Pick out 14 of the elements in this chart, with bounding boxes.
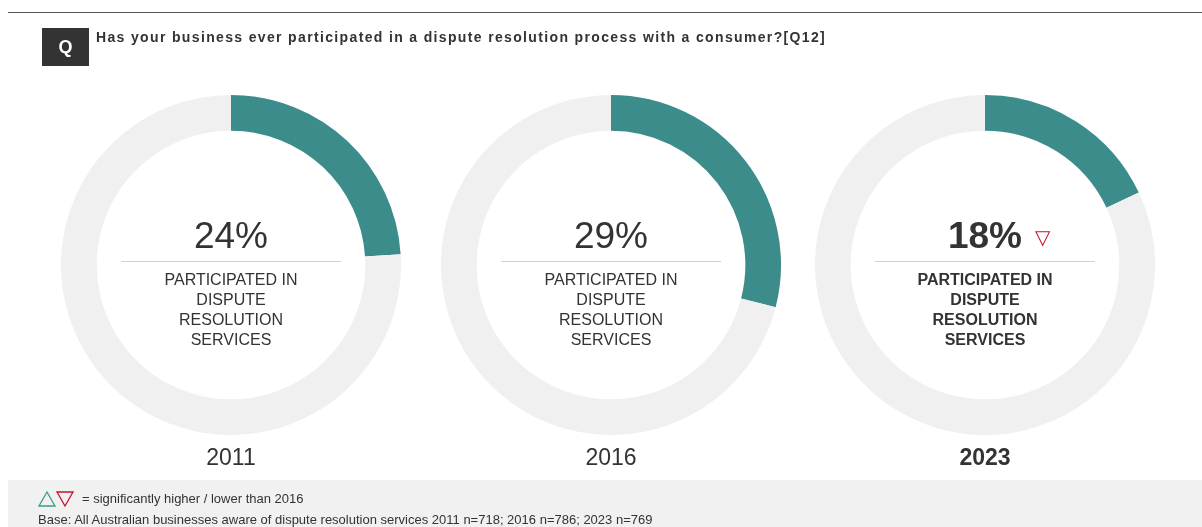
text: 2016 <box>584 444 638 471</box>
text: Base: All Australian businesses aware of dispute resolution services 2011 n=718; 2016 n=786; 2023 n=769 <box>38 512 653 527</box>
data-label: 24% <box>193 215 269 256</box>
data-label: 18% <box>947 215 1023 256</box>
text: Has your business ever participated in a dispute resolution process with a consumer?[Q12] <box>96 29 827 45</box>
text: Q <box>42 28 89 66</box>
data-label: 29% <box>573 215 649 256</box>
text: PARTICIPATED IN DISPUTE RESOLUTION SERVICES <box>543 270 679 350</box>
text: PARTICIPATED IN DISPUTE RESOLUTION SERVICES <box>163 270 299 350</box>
text: 2011 <box>205 444 257 471</box>
text: PARTICIPATED IN DISPUTE RESOLUTION SERVICES <box>916 270 1054 350</box>
text: = significantly higher / lower than 2016 <box>82 491 304 506</box>
text: 2023 <box>958 444 1012 471</box>
text: ▽ <box>1035 225 1050 249</box>
